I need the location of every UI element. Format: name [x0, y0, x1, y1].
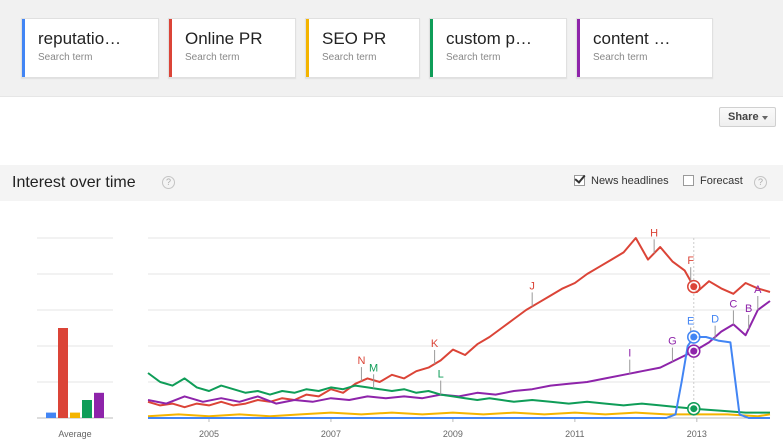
term-color-accent — [577, 19, 580, 77]
term-label: content … — [593, 29, 671, 48]
average-bar — [46, 412, 56, 418]
forecast-toggle[interactable]: Forecast — [683, 175, 743, 187]
term-sublabel: Search term — [185, 52, 240, 63]
news-annotations: N K J H F M L I GE DC BA — [357, 227, 762, 395]
series-line — [148, 336, 770, 419]
annotation-letter: I — [628, 348, 631, 360]
term-sublabel: Search term — [446, 52, 501, 63]
highlight-dot — [690, 347, 698, 355]
highlight-dot — [690, 283, 698, 291]
news-headlines-checkbox[interactable] — [574, 175, 585, 186]
x-tick-label: 2007 — [321, 429, 341, 439]
annotation-letter: G — [668, 336, 677, 348]
term-sublabel: Search term — [593, 52, 648, 63]
news-headlines-label: News headlines — [591, 175, 669, 187]
highlight-markers — [687, 238, 701, 418]
average-bar — [58, 328, 68, 418]
annotation-letter: E — [687, 316, 694, 328]
term-label: custom p… — [446, 29, 532, 48]
annotation-letter: A — [754, 284, 762, 296]
x-tick-label: 2013 — [687, 429, 707, 439]
average-gridlines — [37, 237, 113, 419]
series-lines — [147, 237, 771, 419]
term-color-accent — [22, 19, 25, 77]
interest-chart: Average 2005 2007 2009 2011 2013 N K J H F M L I GE D… — [37, 227, 771, 439]
annotation-letter: J — [529, 280, 535, 292]
search-term-card-reputation[interactable]: reputatio… Search term — [21, 18, 159, 78]
highlight-dot — [690, 405, 698, 413]
help-icon[interactable]: ? — [754, 176, 767, 189]
annotation-letter: M — [369, 362, 378, 374]
x-tick-label: 2009 — [443, 429, 463, 439]
search-term-card-content[interactable]: content … Search term — [576, 18, 713, 78]
interest-over-time-header: Interest over time ? News headlines Fore… — [0, 165, 783, 201]
average-bar — [94, 392, 104, 418]
average-bar — [82, 400, 92, 418]
share-button[interactable]: Share — [719, 107, 776, 127]
annotation-letter: F — [687, 255, 694, 267]
help-icon[interactable]: ? — [162, 176, 175, 189]
term-label: Online PR — [185, 29, 263, 48]
average-bar — [70, 412, 80, 418]
average-bars — [46, 328, 104, 418]
series-line — [147, 237, 771, 409]
average-label: Average — [58, 429, 91, 439]
term-sublabel: Search term — [38, 52, 93, 63]
forecast-checkbox[interactable] — [683, 175, 694, 186]
annotation-letter: L — [438, 369, 444, 381]
annotation-letter: K — [431, 338, 439, 350]
annotation-letter: H — [650, 227, 658, 239]
annotation-letter: C — [729, 298, 737, 310]
forecast-label: Forecast — [700, 175, 743, 187]
series-line — [147, 411, 771, 418]
search-term-card-online-pr[interactable]: Online PR Search term — [168, 18, 296, 78]
highlight-dot — [690, 333, 698, 341]
chevron-down-icon — [762, 116, 768, 120]
series-line — [147, 372, 770, 414]
term-color-accent — [169, 19, 172, 77]
term-label: SEO PR — [322, 29, 387, 48]
x-tick-label: 2005 — [199, 429, 219, 439]
x-axis-ticks: 2005 2007 2009 2011 2013 — [199, 418, 707, 439]
section-title: Interest over time — [12, 174, 136, 191]
search-terms-bar: reputatio… Search term Online PR Search … — [0, 0, 783, 97]
news-headlines-toggle[interactable]: News headlines — [574, 175, 669, 187]
search-term-card-custom[interactable]: custom p… Search term — [429, 18, 567, 78]
term-color-accent — [306, 19, 309, 77]
x-tick-label: 2011 — [565, 429, 584, 439]
annotation-letter: D — [711, 314, 719, 326]
term-sublabel: Search term — [322, 52, 377, 63]
annotation-letter: N — [357, 355, 365, 367]
share-label: Share — [728, 111, 759, 123]
term-label: reputatio… — [38, 29, 122, 48]
search-term-card-seo-pr[interactable]: SEO PR Search term — [305, 18, 420, 78]
annotation-letter: B — [745, 303, 752, 315]
term-color-accent — [430, 19, 433, 77]
